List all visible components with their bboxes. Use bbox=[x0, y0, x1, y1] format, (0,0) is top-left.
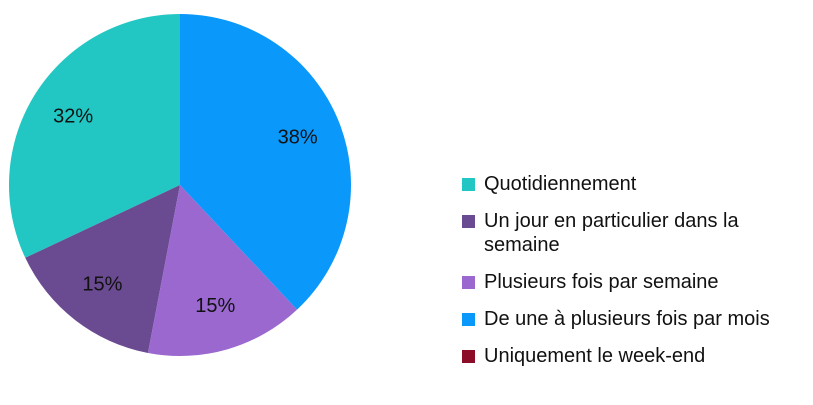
legend-swatch bbox=[462, 350, 475, 363]
legend-swatch bbox=[462, 215, 475, 228]
data-label: 38% bbox=[278, 127, 318, 149]
legend-swatch bbox=[462, 276, 475, 289]
legend-item: De une à plusieurs fois par mois bbox=[462, 307, 807, 331]
legend-item: Plusieurs fois par semaine bbox=[462, 270, 807, 294]
pie-slice bbox=[8, 14, 180, 258]
pie-slice bbox=[147, 185, 298, 356]
legend-swatch bbox=[462, 178, 475, 191]
legend-label: Plusieurs fois par semaine bbox=[484, 271, 719, 293]
legend-swatch bbox=[462, 313, 475, 326]
legend-label: Uniquement le week-end bbox=[484, 345, 706, 367]
data-label: 15% bbox=[82, 273, 122, 295]
data-label: 15% bbox=[195, 295, 235, 317]
legend-item: Uniquement le week-end bbox=[462, 344, 807, 368]
pie-area: 32% 15% 15% 38% bbox=[8, 14, 351, 356]
pie-slice bbox=[25, 185, 181, 353]
data-label: 32% bbox=[53, 105, 93, 127]
pie-slice bbox=[180, 14, 351, 310]
legend-label: Un jour en particulier dans la semaine bbox=[484, 210, 739, 256]
legend-label: De une à plusieurs fois par mois bbox=[484, 308, 770, 330]
legend-label: Quotidiennement bbox=[484, 173, 637, 195]
legend: Quotidiennement Un jour en particulier da… bbox=[462, 172, 807, 381]
legend-item: Un jour en particulier dans la semaine bbox=[462, 209, 807, 257]
legend-item: Quotidiennement bbox=[462, 172, 807, 196]
